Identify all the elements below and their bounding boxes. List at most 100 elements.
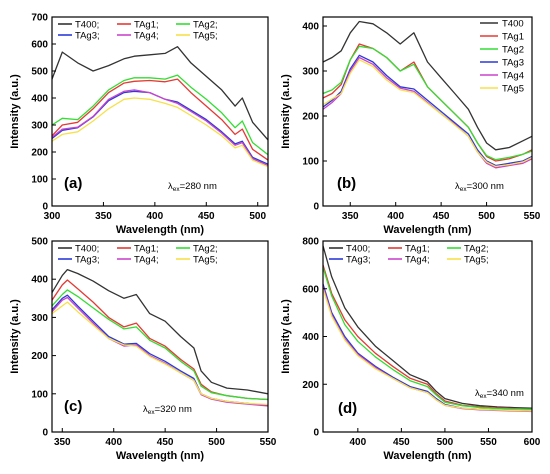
series-line-tag5 <box>323 288 532 412</box>
legend-label: TAg4; <box>134 31 159 42</box>
panel-b: 350 400 450 500 550 0 100 200 300 400 Wavelength (… <box>280 16 541 236</box>
y-tick-label: 0 <box>42 428 48 439</box>
y-tick-label: 300 <box>31 121 48 132</box>
y-tick-label: 300 <box>302 67 319 78</box>
y-axis-title: Intensity (a.u.) <box>9 74 21 149</box>
legend-label: TAg4 <box>502 71 524 82</box>
legend: T400; TAg1; TAg2; TAg3; TAg4; TAg5; <box>58 20 218 42</box>
y-tick-label: 0 <box>313 202 319 213</box>
panel-c: 350 400 450 500 5500100200300400500Wavelengt… <box>9 237 277 463</box>
panel-letter: (a) <box>64 175 82 192</box>
x-tick-label: 400 <box>387 211 404 222</box>
series-line-tag1 <box>52 78 268 161</box>
excitation-label: λex=340 nm <box>475 388 524 400</box>
legend-label: TAg3 <box>502 58 524 69</box>
legend-label: TAg5; <box>193 255 218 266</box>
legend-label: T400; <box>75 244 99 255</box>
series-group <box>52 46 268 168</box>
x-tick-label: 550 <box>524 211 541 222</box>
legend: T400; TAg1; TAg2; TAg3; TAg4; TAg5; <box>329 244 489 266</box>
y-tick-label: 800 <box>302 237 319 248</box>
series-line-tag2 <box>323 267 532 410</box>
series-line-tag4 <box>323 56 532 169</box>
y-tick-label: 100 <box>31 175 48 186</box>
series-line-tag2 <box>323 45 532 161</box>
series-group <box>323 20 532 169</box>
x-axis-title: Wavelength (nm) <box>383 450 472 462</box>
x-tick-label: 450 <box>198 211 215 222</box>
panel-a: 300 350 400 450 500 0 100 200 300 400 500 600 700 Wav… <box>9 13 269 236</box>
series-line-tag5 <box>52 301 268 406</box>
x-tick-label: 350 <box>54 437 71 448</box>
series-line-t400 <box>52 268 268 395</box>
y-tick-label: 400 <box>302 332 319 343</box>
panel-letter: (c) <box>64 398 82 415</box>
excitation-label: λex=320 nm <box>143 404 192 416</box>
legend-label: TAg3; <box>346 255 371 266</box>
series-line-t400 <box>52 46 268 141</box>
legend-label: T400; <box>346 244 370 255</box>
y-tick-label: 200 <box>302 112 319 123</box>
y-tick-label: 600 <box>302 284 319 295</box>
x-tick-label: 500 <box>249 211 266 222</box>
series-line-tag3 <box>323 54 532 167</box>
series-group <box>52 268 268 407</box>
series-group <box>323 245 532 413</box>
legend: T400 TAg1 TAg2 TAg3 TAg4 TAg5 <box>480 19 524 95</box>
x-tick-label: 400 <box>349 437 366 448</box>
series-line-tag2 <box>52 74 268 156</box>
series-line-tag2 <box>52 289 268 401</box>
series-line-tag4 <box>52 296 268 407</box>
series-line-tag1 <box>52 279 268 401</box>
legend-label: T400 <box>502 19 524 30</box>
panel-letter: (d) <box>338 400 357 417</box>
panel-letter: (b) <box>337 175 356 192</box>
plot-frame <box>322 16 533 207</box>
plot-frame <box>51 240 269 433</box>
legend-label: TAg1; <box>405 244 430 255</box>
legend-label: TAg3; <box>75 255 100 266</box>
x-tick-label: 400 <box>147 211 164 222</box>
series-line-tag4 <box>52 89 268 167</box>
x-tick-label: 350 <box>342 211 359 222</box>
legend-label: TAg4; <box>134 255 159 266</box>
x-tick-label: 500 <box>437 437 454 448</box>
legend-label: TAg4; <box>405 255 430 266</box>
legend-label: TAg5; <box>193 31 218 42</box>
y-tick-label: 300 <box>31 313 48 324</box>
legend: T400; TAg1; TAg2; TAg3; TAg4; TAg5; <box>58 244 218 266</box>
y-tick-label: 400 <box>302 22 319 33</box>
y-tick-label: 500 <box>31 237 48 248</box>
legend-label: TAg1; <box>134 20 159 31</box>
y-tick-label: 400 <box>31 275 48 286</box>
legend-label: TAg2; <box>193 244 218 255</box>
y-tick-label: 200 <box>302 380 319 391</box>
y-tick-label: 0 <box>313 428 319 439</box>
y-tick-label: 100 <box>302 157 319 168</box>
plot-frame <box>51 16 269 207</box>
legend-label: TAg2; <box>464 244 489 255</box>
excitation-label: λex=280 nm <box>168 181 217 193</box>
x-tick-label: 600 <box>524 437 541 448</box>
y-tick-label: 0 <box>42 202 48 213</box>
x-tick-label: 550 <box>260 437 277 448</box>
x-tick-label: 300 <box>44 211 61 222</box>
series-line-t400 <box>323 245 532 409</box>
panel-d: 400 450 500 550 600 0 200 400 600 800 Wavelength (… <box>280 237 541 463</box>
legend-label: TAg5; <box>464 255 489 266</box>
y-tick-label: 400 <box>31 94 48 105</box>
series-line-tag5 <box>52 97 268 168</box>
x-tick-label: 500 <box>208 437 225 448</box>
series-line-tag5 <box>323 59 532 168</box>
legend-label: TAg2 <box>502 45 524 56</box>
legend-label: T400; <box>75 20 99 31</box>
x-tick-label: 550 <box>480 437 497 448</box>
x-tick-label: 450 <box>433 211 450 222</box>
x-tick-label: 500 <box>478 211 495 222</box>
y-axis-title: Intensity (a.u.) <box>280 299 292 374</box>
x-tick-label: 400 <box>105 437 122 448</box>
x-tick-label: 350 <box>95 211 112 222</box>
y-tick-label: 100 <box>31 389 48 400</box>
excitation-label: λex=300 nm <box>455 181 504 193</box>
